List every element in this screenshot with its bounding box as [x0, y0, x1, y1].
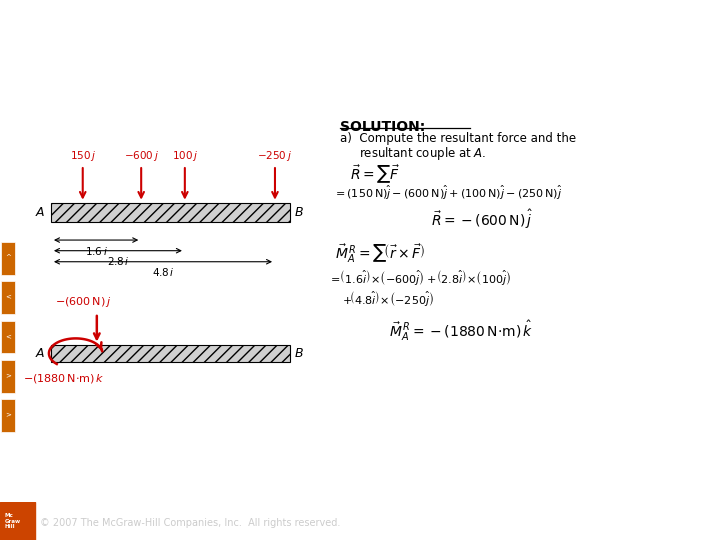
Text: $+\!\left(4.8\hat{i}\right)\!\times\!\left(-250\hat{j}\right)$: $+\!\left(4.8\hat{i}\right)\!\times\!\le…	[342, 289, 434, 308]
Text: Eighth
Edition: Eighth Edition	[0, 78, 19, 89]
Text: <: <	[5, 294, 11, 300]
Text: <: <	[5, 333, 11, 339]
Text: >: >	[5, 373, 11, 379]
Text: $-(600\,\mathrm{N})\,j$: $-(600\,\mathrm{N})\,j$	[55, 295, 111, 309]
Text: $2.8\,i$: $2.8\,i$	[107, 255, 130, 267]
Text: $= (150\,\mathrm{N})\hat{j} - (600\,\mathrm{N})\hat{j} + (100\,\mathrm{N})\hat{j: $= (150\,\mathrm{N})\hat{j} - (600\,\mat…	[333, 184, 562, 202]
Text: $1.6\,i$: $1.6\,i$	[85, 245, 107, 257]
Text: $100\,j$: $100\,j$	[171, 149, 198, 163]
Text: $A$: $A$	[35, 206, 45, 219]
Bar	[1, 242, 15, 275]
Bar	[1, 281, 15, 314]
Text: $-600\,j$: $-600\,j$	[124, 149, 158, 163]
Text: $150\,j$: $150\,j$	[70, 149, 96, 163]
Text: a)  Compute the resultant force and the: a) Compute the resultant force and the	[340, 132, 576, 145]
Bar	[0, 502, 35, 540]
Text: $-250\,j$: $-250\,j$	[258, 149, 292, 163]
Text: >: >	[5, 411, 11, 418]
Bar	[1, 400, 15, 432]
Text: © 2007 The McGraw-Hill Companies, Inc.  All rights reserved.: © 2007 The McGraw-Hill Companies, Inc. A…	[40, 518, 340, 528]
Bar	[51, 202, 290, 222]
Text: $B$: $B$	[294, 206, 304, 219]
Text: 3 - 44: 3 - 44	[662, 518, 698, 528]
Text: Sample Problem 3.5: Sample Problem 3.5	[23, 77, 227, 96]
Text: $-(1880\,\mathrm{N{\cdot}m})\,k$: $-(1880\,\mathrm{N{\cdot}m})\,k$	[23, 372, 104, 385]
Bar	[1, 360, 15, 393]
Text: Vector Mechanics for Engineers: Statics: Vector Mechanics for Engineers: Statics	[22, 19, 584, 43]
Text: $\vec{M}_A^{\,R} = \sum\!\left(\vec{r} \times \vec{F}\right)$: $\vec{M}_A^{\,R} = \sum\!\left(\vec{r} \…	[335, 243, 426, 266]
Bar	[1, 321, 15, 354]
Text: $\vec{R} = \sum \vec{F}$: $\vec{R} = \sum \vec{F}$	[351, 164, 400, 186]
Text: Mc
Graw
Hill: Mc Graw Hill	[4, 513, 20, 529]
Text: $A$: $A$	[35, 347, 45, 360]
Text: $= \!\left(1.6\hat{i}\right)\!\times\!\left(-600\hat{j}\right)+\!\left(2.8\hat{i: $= \!\left(1.6\hat{i}\right)\!\times\!\l…	[328, 268, 511, 287]
Text: $4.8\,i$: $4.8\,i$	[152, 266, 174, 279]
Text: $\vec{M}_A^{\,R} = -(1880\,\mathrm{N{\cdot}m})\,\hat{k}$: $\vec{M}_A^{\,R} = -(1880\,\mathrm{N{\cd…	[389, 319, 534, 343]
Text: SOLUTION:: SOLUTION:	[340, 120, 425, 134]
Text: $B$: $B$	[294, 347, 304, 360]
Bar	[51, 345, 290, 362]
Text: $\vec{R} = -(600\,\mathrm{N})\,\hat{j}$: $\vec{R} = -(600\,\mathrm{N})\,\hat{j}$	[431, 207, 534, 231]
Text: resultant couple at $A$.: resultant couple at $A$.	[359, 145, 487, 163]
Text: ^: ^	[5, 254, 11, 260]
